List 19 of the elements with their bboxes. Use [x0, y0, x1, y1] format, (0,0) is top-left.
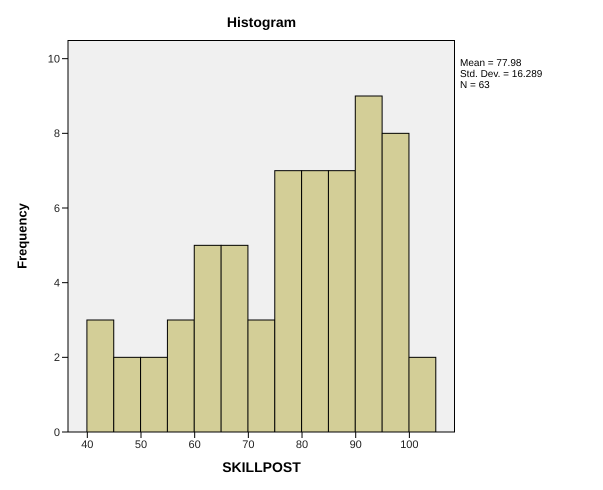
x-tick-label: 80 [296, 438, 308, 451]
y-tick-label: 10 [48, 54, 60, 66]
text: N = 63 [460, 80, 491, 91]
x-tick-label: 60 [188, 438, 201, 451]
x-tick-label: 90 [350, 438, 362, 451]
text: Mean = 77.98 [460, 58, 522, 69]
y-tick-label: 4 [54, 278, 60, 290]
y-tick-label: 8 [54, 128, 60, 140]
x-tick-label: 40 [81, 438, 94, 451]
y-tick-label: 6 [54, 202, 60, 215]
text: Std. Dev. = 16.289 [460, 69, 542, 80]
x-axis-title: SKILLPOST [222, 459, 302, 475]
x-tick-label: 100 [400, 438, 419, 451]
x-tick-label: 50 [134, 438, 148, 451]
y-axis-title: Frequency [14, 202, 30, 269]
x-tick-label: 70 [242, 438, 254, 451]
y-tick-label: 0 [54, 426, 60, 439]
chart-title: Histogram [226, 14, 298, 30]
y-tick-label: 2 [54, 352, 60, 364]
